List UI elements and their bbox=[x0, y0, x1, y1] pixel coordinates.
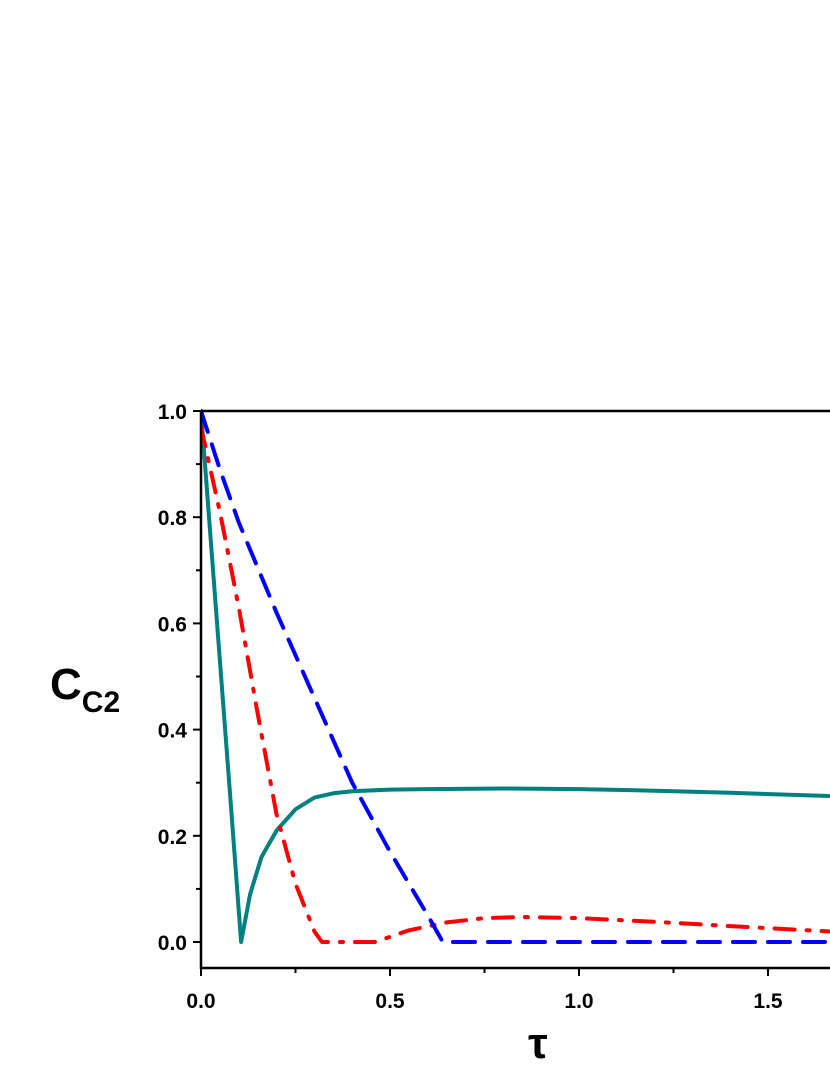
y-axis-label: CC2 bbox=[50, 660, 120, 719]
x-tick-label: 0.0 bbox=[186, 990, 215, 1013]
x-tick-label: 0.5 bbox=[375, 990, 405, 1013]
y-tick-label: 0.6 bbox=[158, 613, 187, 636]
y-axis-ticks: 0.0 0.2 0.4 0.6 0.8 1.0 bbox=[158, 401, 201, 955]
x-tick-label: 1.0 bbox=[564, 990, 593, 1013]
y-axis-label-main: C bbox=[50, 660, 82, 709]
y-tick-label: 0.4 bbox=[158, 720, 188, 743]
y-tick-label: 0.8 bbox=[158, 507, 188, 530]
plot-area bbox=[201, 409, 830, 944]
axes bbox=[199, 409, 830, 970]
series-line-dash-dot-red bbox=[201, 424, 830, 944]
series-line-solid-teal bbox=[201, 409, 830, 944]
x-axis-ticks: 0.0 0.5 1.0 1.5 bbox=[186, 968, 783, 1013]
x-axis-label: τ bbox=[528, 1019, 548, 1068]
y-axis-label-subscript: C2 bbox=[82, 686, 120, 719]
y-tick-label: 1.0 bbox=[158, 401, 187, 424]
y-tick-label: 0.0 bbox=[158, 932, 187, 955]
y-tick-label: 0.2 bbox=[158, 826, 187, 849]
series-line-dashed-blue bbox=[201, 409, 830, 944]
x-tick-label: 1.5 bbox=[753, 990, 783, 1013]
